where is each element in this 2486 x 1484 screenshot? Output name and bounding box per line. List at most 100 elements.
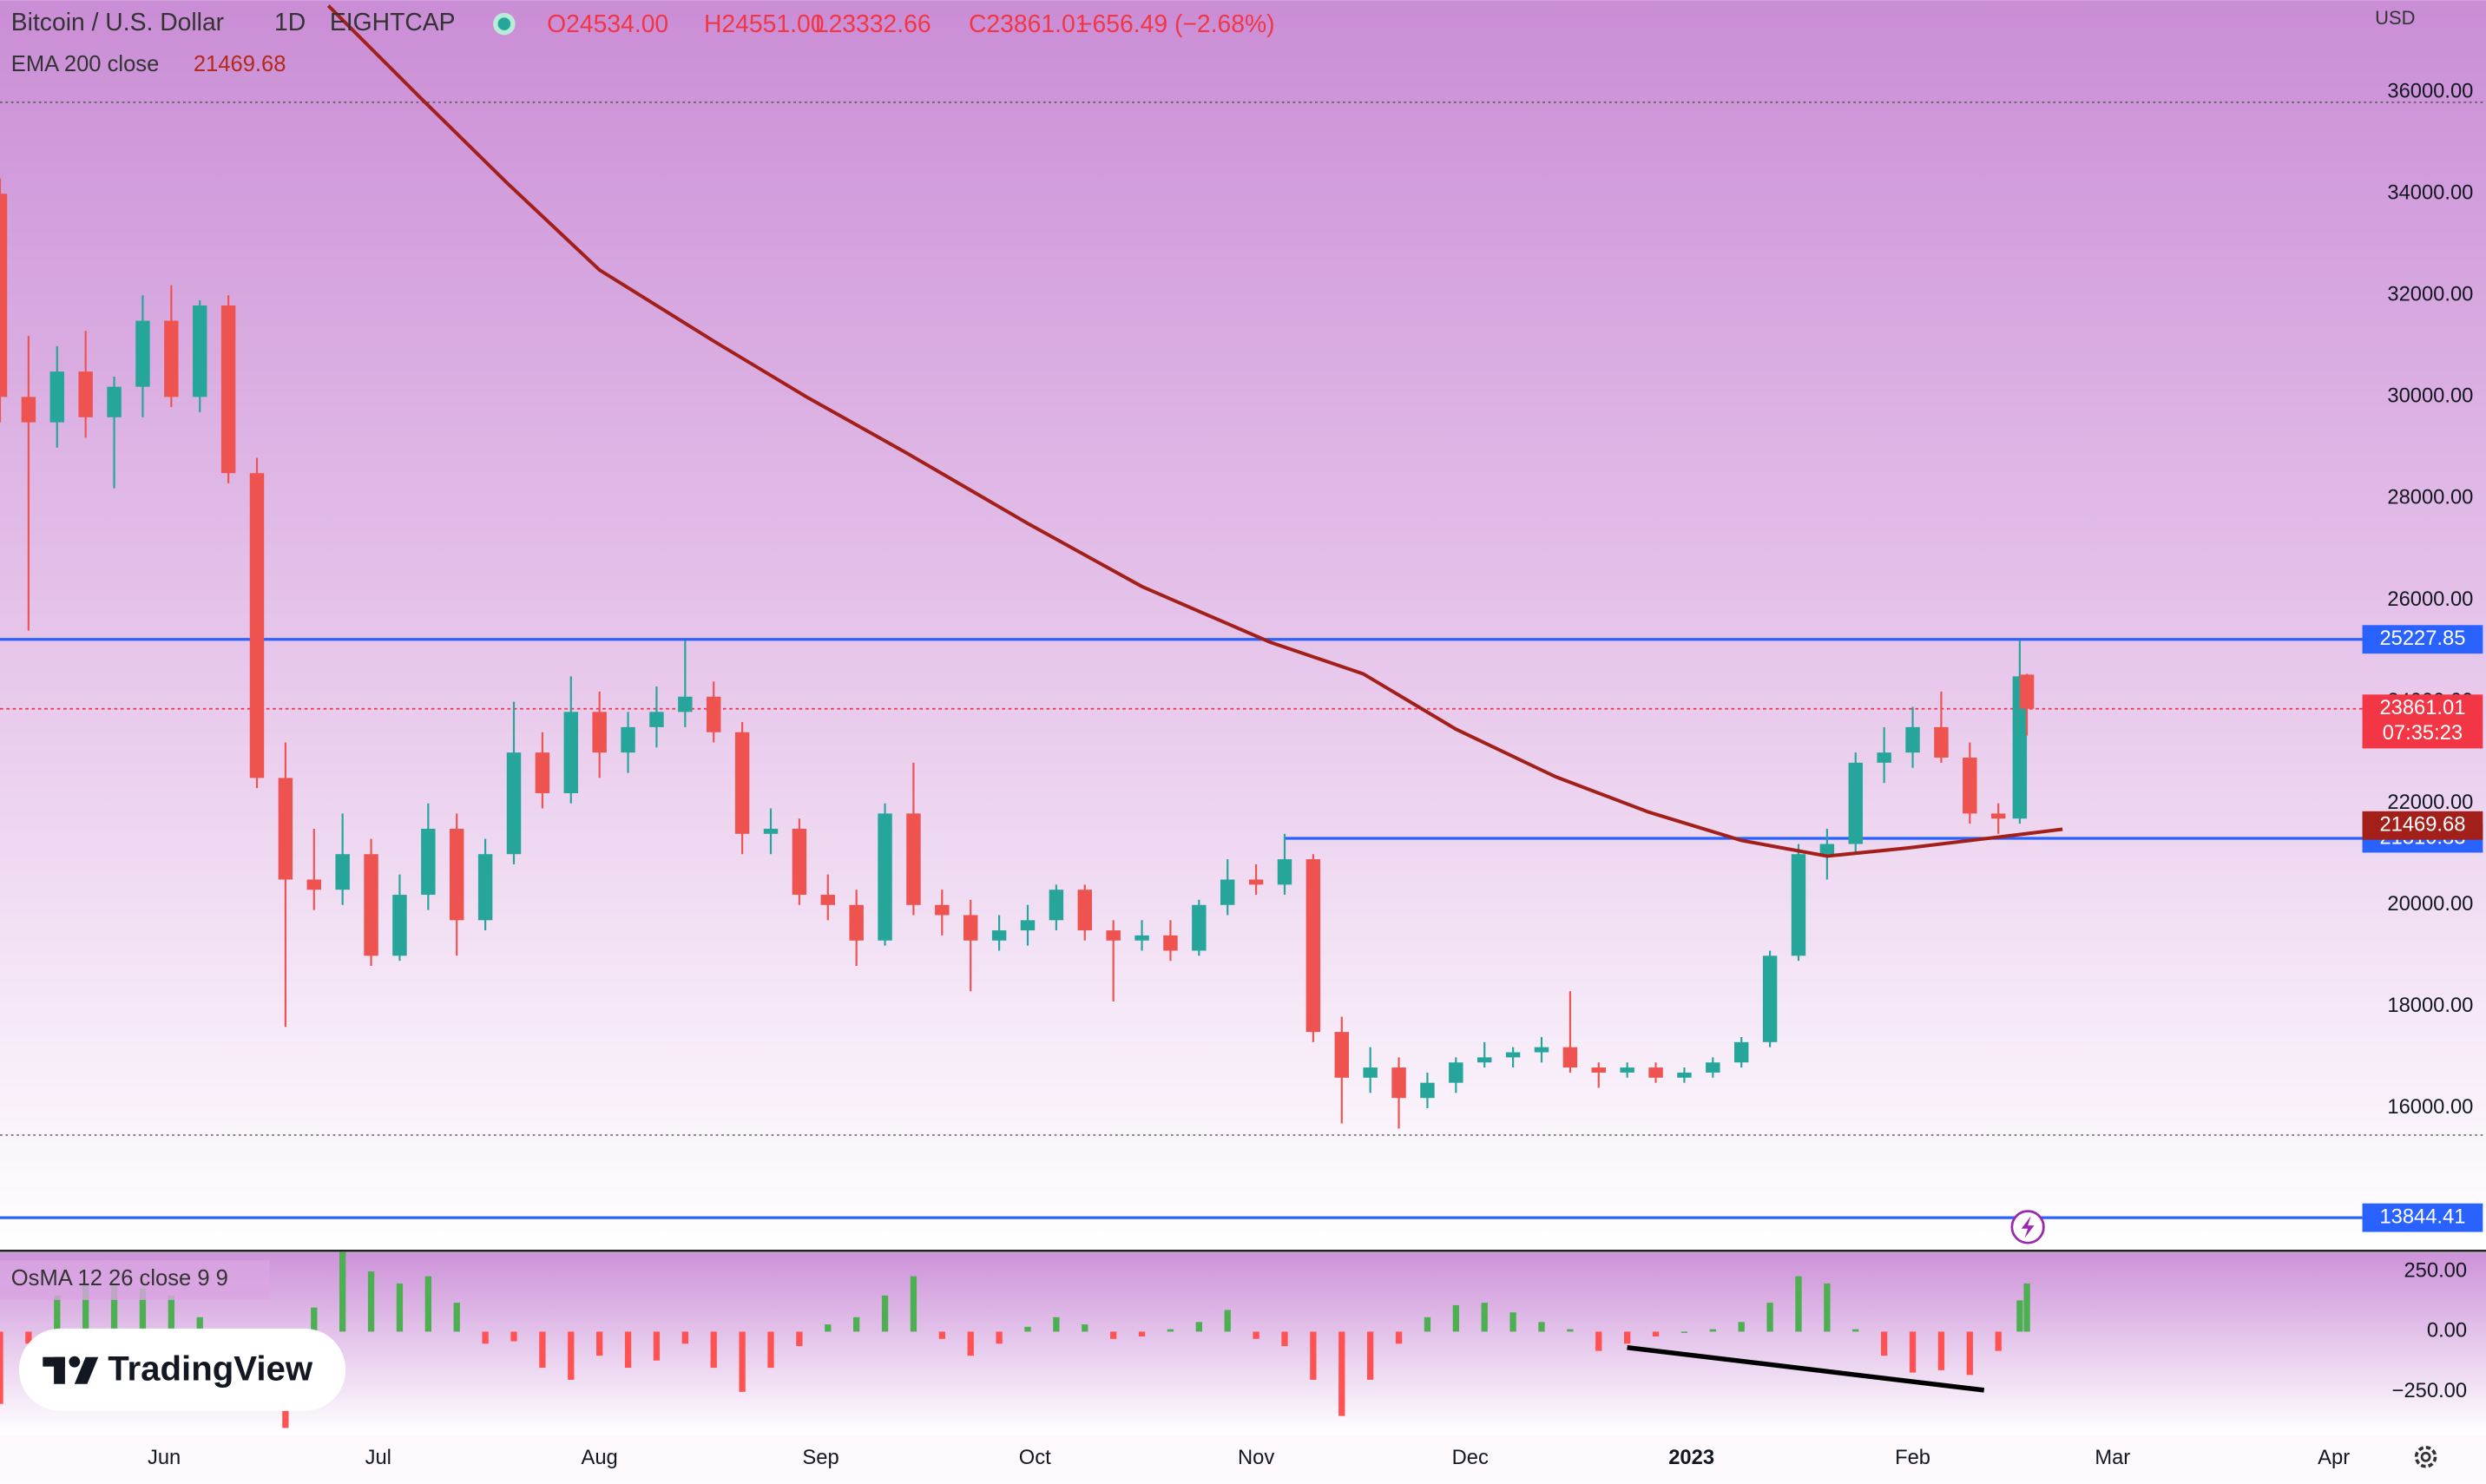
candle-body (1648, 1067, 1663, 1078)
osma-bar (1538, 1322, 1545, 1332)
osma-bar (1966, 1331, 1973, 1376)
candle-body (1562, 1047, 1578, 1068)
candle-body (991, 930, 1007, 941)
candle-body (935, 904, 950, 916)
x-tick-label: 2023 (1668, 1447, 1714, 1469)
osma-bar (1680, 1331, 1688, 1333)
osma-bar (853, 1317, 860, 1332)
osma-bar (424, 1276, 431, 1332)
settings-icon[interactable] (2414, 1445, 2437, 1468)
x-tick-label: Aug (582, 1447, 618, 1469)
osma-bar (1167, 1329, 1174, 1332)
osma-bar (367, 1271, 375, 1332)
y-tick-label: 30000.00 (2387, 385, 2473, 408)
logo-text: TradingView (108, 1349, 313, 1389)
candle-body (1020, 920, 1036, 931)
candle-body (2019, 674, 2035, 709)
osma-bar (510, 1331, 517, 1342)
y-tick-label: 20000.00 (2387, 893, 2473, 916)
x-tick-label: Sep (802, 1447, 839, 1469)
osma-bar (1424, 1317, 1431, 1332)
candle-body (1476, 1057, 1492, 1063)
candle-body (621, 726, 635, 753)
candle-body (878, 813, 892, 941)
candle-body (1077, 890, 1092, 931)
candle-body (135, 320, 150, 387)
osma-bar (1880, 1331, 1888, 1356)
osma-bar (624, 1331, 632, 1369)
candle-body (306, 879, 321, 890)
osma-bar (910, 1276, 917, 1332)
candle-body (592, 712, 607, 753)
candle-body (1505, 1052, 1521, 1058)
candle-body (1877, 752, 1891, 763)
settings-icon (2420, 1451, 2431, 1462)
candle-body (1819, 844, 1835, 855)
osma-bar (168, 1295, 174, 1332)
candle-body (1620, 1067, 1634, 1073)
y-tick-label: −250.00 (2392, 1380, 2467, 1402)
candle-body (477, 854, 493, 921)
x-tick-label: Dec (1452, 1447, 1489, 1469)
exchange: EIGHTCAP (330, 8, 456, 36)
logo-badge[interactable] (18, 1328, 346, 1411)
osma-bar (1195, 1322, 1202, 1332)
marks (0, 4, 2486, 1428)
candle-body (1192, 904, 1207, 951)
osma-bar (881, 1295, 889, 1332)
osma-bar (825, 1324, 832, 1332)
candle-body (849, 904, 864, 941)
x-tick-label: Feb (1895, 1447, 1930, 1469)
osma-bar (1824, 1283, 1831, 1332)
candle-body (906, 813, 921, 905)
logo-icon (74, 1356, 99, 1384)
candle-body (278, 778, 293, 880)
candle-body (649, 712, 664, 727)
osma-bar (139, 1288, 147, 1332)
candle-body (1449, 1062, 1463, 1083)
currency[interactable]: USD (2375, 7, 2415, 29)
osma-bar (25, 1331, 32, 1344)
osma-label[interactable]: OsMA 12 26 close 9 9 (11, 1266, 228, 1290)
osma-bar (1138, 1331, 1146, 1336)
osma-pane (0, 1252, 2486, 1435)
osma-bar (710, 1331, 717, 1369)
y-tick-label: 36000.00 (2387, 80, 2473, 102)
price-tag (2362, 694, 2483, 749)
x-tick-label: Nov (1238, 1447, 1274, 1469)
osma-bar (1567, 1329, 1574, 1332)
osma-bar (938, 1331, 945, 1339)
low-label: L23332.66 (815, 10, 931, 37)
candle-body (734, 732, 750, 834)
candle-body (792, 828, 807, 896)
osma-bar (0, 1331, 3, 1404)
candle-body (1733, 1041, 1749, 1063)
x-tick-label: Apr (2318, 1447, 2350, 1469)
candle-body (1391, 1067, 1406, 1099)
candle-body (1220, 879, 1235, 905)
x-tick-label: Oct (1019, 1447, 1051, 1469)
osma-bar (1310, 1331, 1317, 1380)
x-tick-label: Jun (148, 1447, 181, 1469)
candle-body (1934, 726, 1949, 758)
osma-bar (1623, 1331, 1631, 1344)
candle-body (820, 895, 835, 905)
candle-body (1334, 1032, 1349, 1078)
candle-body (1106, 930, 1121, 941)
osma-bar (568, 1331, 575, 1380)
candle-body (1363, 1067, 1378, 1078)
ema-label[interactable]: EMA 200 close (11, 52, 160, 76)
osma-bar (967, 1331, 974, 1356)
price-tag-label: 25227.85 (2379, 627, 2465, 650)
candle-body (1791, 854, 1806, 956)
osma-bar (539, 1331, 546, 1369)
osma-bar (1452, 1304, 1459, 1332)
status-dot[interactable] (497, 17, 511, 30)
price-tag (2362, 625, 2483, 654)
osma-bar (1366, 1331, 1374, 1380)
price-pane (0, 0, 2486, 1250)
high-label: H24551.00 (704, 10, 824, 37)
interval: 1D (274, 8, 306, 36)
osma-bar (1766, 1303, 1773, 1332)
candle-body (1905, 726, 1920, 753)
